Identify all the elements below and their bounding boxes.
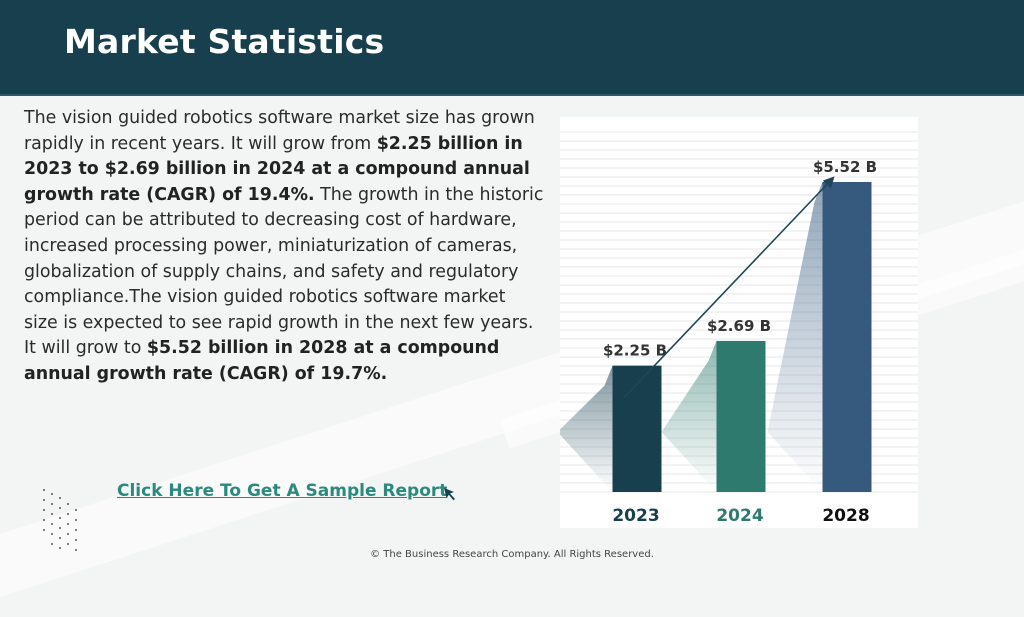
bar-shadow bbox=[767, 182, 823, 492]
description-text: The vision guided robotics software mark… bbox=[24, 108, 535, 154]
market-size-chart: $2.25 B 2023 $2.69 B 2024 $5.52 B 2028 bbox=[557, 131, 918, 526]
header-bar: Market Statistics bbox=[0, 0, 1024, 96]
x-tick-label: 2028 bbox=[822, 506, 869, 526]
decorative-dots bbox=[43, 489, 77, 551]
description-highlight-2023-2024: $2.25 billion in 2023 to $2.69 billion i… bbox=[24, 133, 530, 205]
x-tick-label: 2024 bbox=[716, 506, 763, 526]
cursor-arrow-icon bbox=[444, 488, 455, 501]
copyright-footer: © The Business Research Company. All Rig… bbox=[370, 549, 654, 560]
bar-shadow bbox=[661, 340, 717, 492]
bar-2024 bbox=[716, 340, 766, 492]
market-description: The vision guided robotics software mark… bbox=[24, 106, 544, 388]
chart-panel: $2.25 B 2023 $2.69 B 2024 $5.52 B 2028 bbox=[557, 117, 918, 528]
bar-shadow bbox=[557, 365, 613, 492]
trend-arrow bbox=[623, 176, 835, 399]
bar-2023 bbox=[612, 365, 662, 492]
data-label: $2.69 B bbox=[707, 317, 771, 335]
data-label: $5.52 B bbox=[813, 158, 877, 176]
data-label: $2.25 B bbox=[603, 342, 667, 360]
description-highlight-2028: $5.52 billion in 2028 at a compound annu… bbox=[24, 338, 500, 384]
description-text: The growth in the historic period can be… bbox=[24, 184, 544, 359]
bar-2028 bbox=[822, 182, 872, 492]
x-tick-label: 2023 bbox=[612, 506, 659, 526]
sample-report-link[interactable]: Click Here To Get A Sample Report bbox=[117, 481, 448, 501]
page-title: Market Statistics bbox=[64, 22, 385, 61]
